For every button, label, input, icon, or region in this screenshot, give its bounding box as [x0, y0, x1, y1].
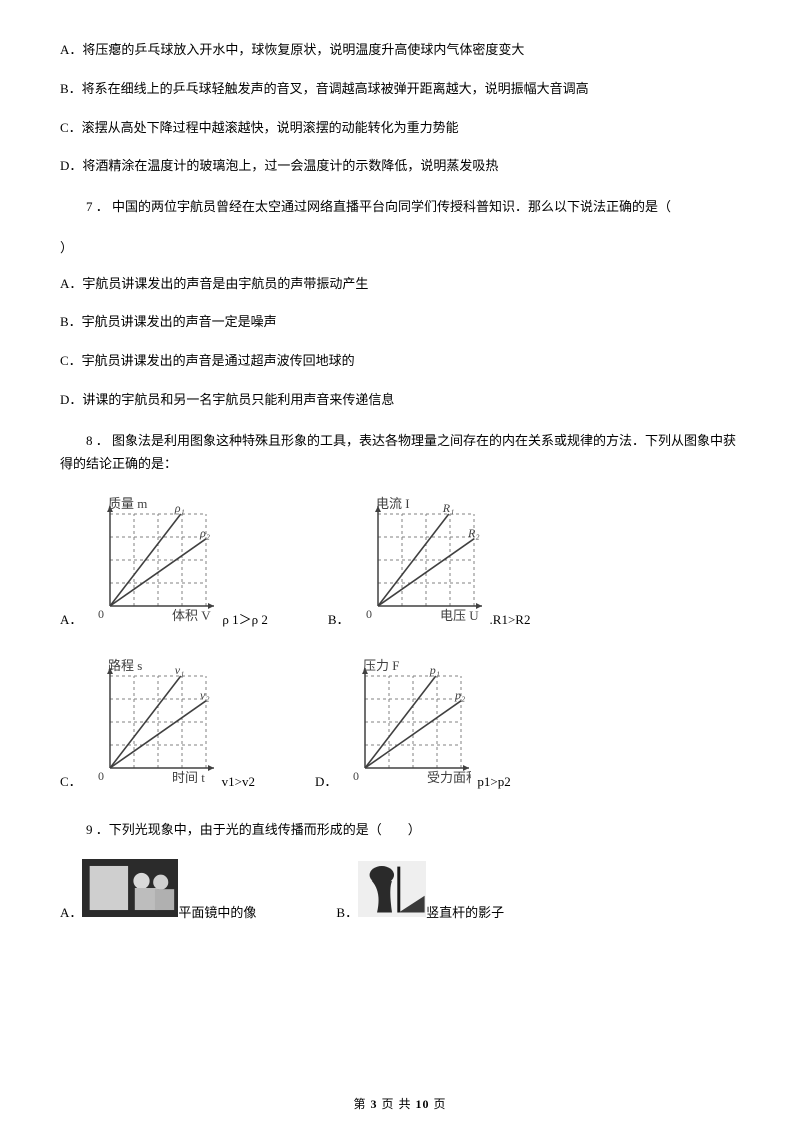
- footer-total: 10: [416, 1097, 430, 1111]
- svg-text:ρ₁: ρ₁: [174, 501, 185, 515]
- svg-text:0: 0: [353, 769, 359, 783]
- q9-stem: 9 ．下列光现象中，由于光的直线传播而形成的是（ ）: [60, 818, 740, 841]
- q9-b-photo: [358, 861, 426, 921]
- q8-chart-c: C． v₂ v₁ 路程 s 时间 t 0 v1>v2: [60, 656, 255, 790]
- q8-chart-row-2: C． v₂ v₁ 路程 s 时间 t 0 v1>v2 D． p₂ p₁ 压力 F 受力面积 S…: [60, 656, 740, 790]
- q8-chart-b-post: .R1>R2: [490, 612, 531, 628]
- q7-option-d: D．讲课的宇航员和另一名宇航员只能利用声音来传递信息: [60, 390, 740, 411]
- q9-option-b: B． 竖直杆的影子: [336, 861, 504, 921]
- footer-left: 第: [353, 1097, 370, 1111]
- q8-chart-a-pre: A．: [60, 609, 82, 628]
- q8-chart-b-svg: R₂ R₁ 电流 I 电压 U 0: [354, 494, 484, 628]
- q7-stem: 7 ． 中国的两位宇航员曾经在太空通过网络直播平台向同学们传授科普知识．那么以下…: [60, 195, 740, 218]
- q8-chart-c-svg: v₂ v₁ 路程 s 时间 t 0: [86, 656, 216, 790]
- q8-chart-b: B． R₂ R₁ 电流 I 电压 U 0 .R1>R2: [328, 494, 531, 628]
- q8-chart-d: D． p₂ p₁ 压力 F 受力面积 S 0 p1>p2: [315, 656, 511, 790]
- svg-text:0: 0: [98, 769, 104, 783]
- svg-text:ρ₂: ρ₂: [199, 525, 210, 539]
- q6-option-c: C．滚摆从高处下降过程中越滚越快，说明滚摆的动能转化为重力势能: [60, 118, 740, 139]
- q8-stem: 8 ． 图象法是利用图象这种特殊且形象的工具，表达各物理量之间存在的内在关系或规…: [60, 429, 740, 476]
- q8-chart-d-svg: p₂ p₁ 压力 F 受力面积 S 0: [341, 656, 471, 790]
- q8-chart-b-pre: B．: [328, 609, 350, 628]
- q7-option-a: A．宇航员讲课发出的声音是由宇航员的声带振动产生: [60, 274, 740, 295]
- q8-chart-a-svg: ρ₂ ρ₁ 质量 m 体积 V 0: [86, 494, 216, 628]
- svg-text:电流 I: 电流 I: [376, 496, 410, 511]
- q8-chart-row-1: A． ρ₂ ρ₁ 质量 m 体积 V 0 ρ 1＞ρ 2 B． R₂ R₁ 电流 I 电压 U…: [60, 494, 740, 628]
- q6-option-d: D．将酒精涂在温度计的玻璃泡上，过一会温度计的示数降低，说明蒸发吸热: [60, 156, 740, 177]
- q7-option-c: C．宇航员讲课发出的声音是通过超声波传回地球的: [60, 351, 740, 372]
- q9-option-a: A． 平面镜中的像: [60, 859, 256, 921]
- q8-chart-c-post: v1>v2: [222, 774, 255, 790]
- footer-mid: 页 共: [377, 1097, 415, 1111]
- svg-text:p₂: p₂: [454, 687, 465, 701]
- q6-option-a: A．将压瘪的乒乓球放入开水中，球恢复原状，说明温度升高使球内气体密度变大: [60, 40, 740, 61]
- svg-text:质量 m: 质量 m: [108, 496, 147, 511]
- q9-a-caption: 平面镜中的像: [178, 902, 256, 921]
- svg-text:受力面积 S: 受力面积 S: [427, 770, 471, 785]
- svg-text:p₁: p₁: [429, 663, 440, 677]
- q7-close-paren: ）: [60, 237, 740, 256]
- svg-text:电压 U: 电压 U: [440, 608, 479, 623]
- page-footer: 第 3 页 共 10 页: [0, 1095, 800, 1112]
- q9-a-pre: A．: [60, 902, 82, 921]
- q8-chart-d-post: p1>p2: [477, 774, 510, 790]
- q8-chart-d-pre: D．: [315, 771, 337, 790]
- svg-text:R₁: R₁: [441, 501, 454, 515]
- q8-chart-a-post: ρ 1＞ρ 2: [222, 609, 267, 628]
- q8-chart-a: A． ρ₂ ρ₁ 质量 m 体积 V 0 ρ 1＞ρ 2: [60, 494, 268, 628]
- svg-text:时间 t: 时间 t: [172, 770, 205, 785]
- q9-a-photo: [82, 859, 178, 921]
- svg-text:压力 F: 压力 F: [363, 658, 399, 673]
- svg-text:R₂: R₂: [467, 525, 480, 539]
- q6-option-b: B．将系在细线上的乒乓球轻触发声的音叉，音调越高球被弹开距离越大，说明振幅大音调…: [60, 79, 740, 100]
- svg-text:0: 0: [366, 607, 372, 621]
- q9-photo-row: A． 平面镜中的像 B． 竖直杆的影子: [60, 859, 740, 921]
- svg-text:v₁: v₁: [174, 663, 184, 677]
- svg-text:v₂: v₂: [200, 687, 210, 701]
- svg-text:路程 s: 路程 s: [108, 658, 142, 673]
- svg-text:体积 V: 体积 V: [172, 608, 211, 623]
- q7-option-b: B．宇航员讲课发出的声音一定是噪声: [60, 312, 740, 333]
- q8-chart-c-pre: C．: [60, 771, 82, 790]
- q9-b-pre: B．: [336, 902, 358, 921]
- svg-text:0: 0: [98, 607, 104, 621]
- footer-right: 页: [430, 1097, 447, 1111]
- q9-b-caption: 竖直杆的影子: [426, 902, 504, 921]
